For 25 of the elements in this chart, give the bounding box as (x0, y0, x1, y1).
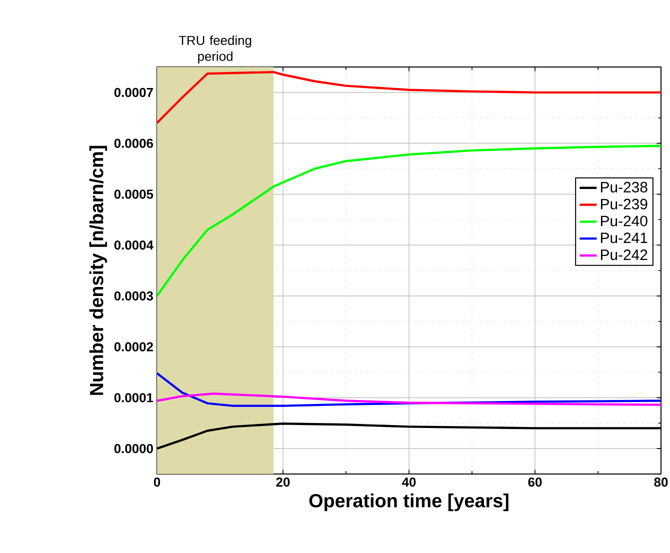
line-series (157, 392, 661, 406)
x-tick-label: 0 (154, 478, 160, 487)
y-axis-title: Number density [n/barn/cm] (89, 146, 108, 395)
y-tick-label: 0.0004 (114, 240, 154, 250)
y-tick-label: 0.0003 (114, 291, 154, 301)
line-series (157, 144, 661, 298)
y-tick-label: 0.0007 (114, 88, 153, 98)
x-tick-label: 80 (654, 478, 668, 487)
legend-label: Pu-240 (600, 216, 648, 226)
x-tick-label: 20 (276, 478, 290, 487)
legend-label: Pu-238 (600, 182, 648, 192)
x-axis-title: Operation time [years] (309, 494, 508, 512)
x-tick-label: 40 (402, 478, 416, 487)
y-tick-label: 0.0006 (114, 138, 154, 148)
y-tick-label: 0.0001 (114, 393, 154, 402)
legend-label: Pu-241 (600, 232, 648, 244)
x-tick-label: 60 (528, 478, 542, 487)
band-label: TRU feeding period (178, 35, 252, 64)
y-tick-label: 0.0000 (114, 444, 153, 454)
y-tick-label: 0.0002 (114, 342, 153, 352)
legend-label: Pu-242 (600, 250, 648, 260)
line-series (157, 70, 661, 124)
y-tick-label: 0.0005 (114, 190, 154, 199)
legend-label: Pu-239 (600, 198, 648, 210)
line-series (157, 372, 661, 407)
